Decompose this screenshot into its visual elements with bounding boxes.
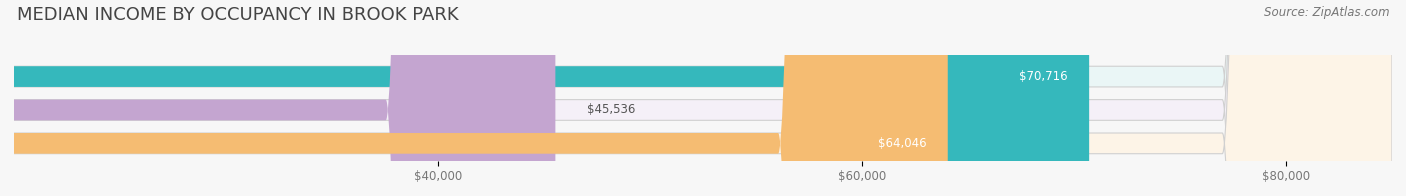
FancyBboxPatch shape: [0, 0, 555, 196]
Text: $45,536: $45,536: [588, 103, 636, 116]
Text: MEDIAN INCOME BY OCCUPANCY IN BROOK PARK: MEDIAN INCOME BY OCCUPANCY IN BROOK PARK: [17, 6, 458, 24]
FancyBboxPatch shape: [0, 0, 948, 196]
FancyBboxPatch shape: [0, 0, 1090, 196]
Text: Source: ZipAtlas.com: Source: ZipAtlas.com: [1264, 6, 1389, 19]
Text: $70,716: $70,716: [1019, 70, 1069, 83]
Text: $64,046: $64,046: [877, 137, 927, 150]
